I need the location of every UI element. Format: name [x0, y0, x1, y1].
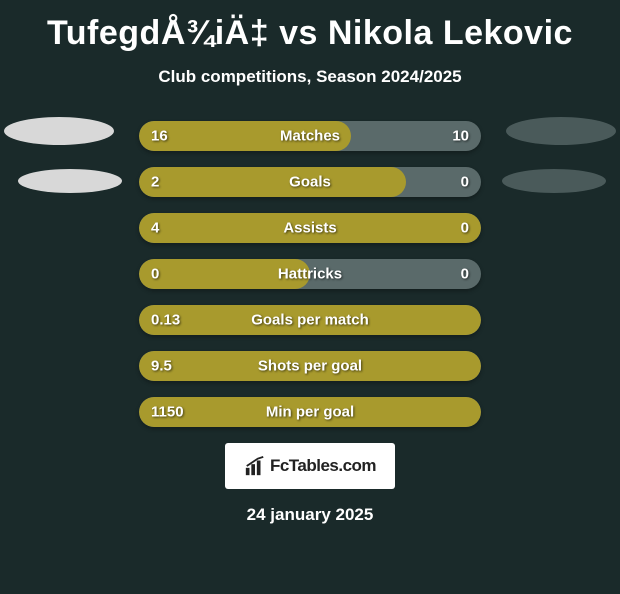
stat-value-left: 16	[151, 128, 168, 145]
stat-label: Goals per match	[251, 312, 369, 329]
stat-value-right: 0	[461, 220, 469, 237]
logo-text: FcTables.com	[270, 456, 376, 476]
stat-value-right: 0	[461, 174, 469, 191]
page-subtitle: Club competitions, Season 2024/2025	[0, 67, 620, 87]
comparison-chart: 16 Matches 10 2 Goals 0 4 Assists 0 0 Hattricks 0 0.…	[0, 121, 620, 427]
stat-row: 4 Assists 0	[139, 213, 481, 243]
player-left-avatar-1	[4, 117, 114, 145]
stat-row: 1150 Min per goal	[139, 397, 481, 427]
stat-label: Goals	[289, 174, 331, 191]
stat-value-right: 0	[461, 266, 469, 283]
stat-value-left: 0	[151, 266, 159, 283]
stat-bar-fill	[139, 167, 406, 197]
stat-value-left: 0.13	[151, 312, 180, 329]
stat-value-left: 1150	[151, 404, 184, 421]
player-left-avatar-2	[18, 169, 122, 193]
stat-label: Assists	[283, 220, 336, 237]
stat-row: 9.5 Shots per goal	[139, 351, 481, 381]
stat-value-left: 2	[151, 174, 159, 191]
logo: FcTables.com	[244, 455, 376, 477]
page-title: TufegdÅ¾iÄ‡ vs Nikola Lekovic	[0, 14, 620, 53]
player-right-avatar-1	[506, 117, 616, 145]
stat-row: 0.13 Goals per match	[139, 305, 481, 335]
stat-label: Hattricks	[278, 266, 342, 283]
stat-value-left: 9.5	[151, 358, 172, 375]
logo-box: FcTables.com	[225, 443, 395, 489]
stat-value-left: 4	[151, 220, 159, 237]
stat-bars: 16 Matches 10 2 Goals 0 4 Assists 0 0 Hattricks 0 0.…	[139, 121, 481, 427]
stat-value-right: 10	[452, 128, 469, 145]
stat-label: Shots per goal	[258, 358, 362, 375]
stat-label: Min per goal	[266, 404, 354, 421]
player-right-avatar-2	[502, 169, 606, 193]
stat-row: 2 Goals 0	[139, 167, 481, 197]
stat-row: 0 Hattricks 0	[139, 259, 481, 289]
chart-icon	[244, 455, 266, 477]
stat-row: 16 Matches 10	[139, 121, 481, 151]
stat-label: Matches	[280, 128, 340, 145]
date-label: 24 january 2025	[0, 505, 620, 525]
